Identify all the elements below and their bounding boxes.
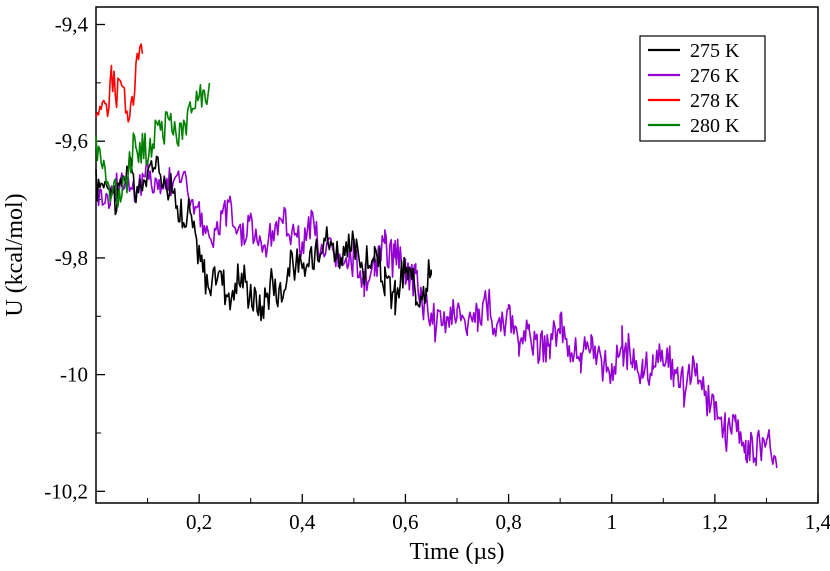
x-tick-label: 1,4 [805,510,830,534]
legend: 275 K 276 K 278 K 280 K [639,35,766,142]
legend-label: 276 K [690,65,740,87]
legend-box [639,35,766,142]
x-tick-label: 0,4 [289,510,316,534]
x-tick-label: 0,2 [186,510,212,534]
y-axis-title: U (kcal/mol) [2,193,28,316]
x-axis-ticks: 0,2 0,4 0,6 0,8 1 1,2 1,4 [147,494,830,534]
legend-label: 278 K [690,90,740,112]
y-tick-label: -10 [60,363,88,387]
legend-label: 275 K [690,40,740,62]
y-tick-label: -9,8 [55,246,88,270]
y-tick-label: -9,4 [55,13,89,37]
legend-label: 280 K [690,115,740,137]
x-tick-label: 1,2 [702,510,728,534]
series-line-276-k [95,159,778,468]
x-tick-label: 0,6 [392,510,418,534]
y-tick-label: -10,2 [44,479,88,503]
y-axis-ticks: -9,4 -9,6 -9,8 -10 -10,2 [44,13,105,503]
series-layer [95,43,778,468]
x-tick-label: 0,8 [495,510,521,534]
x-tick-label: 1 [606,510,617,534]
series-line-280-k [95,82,211,208]
y-tick-label: -9,6 [55,129,88,153]
series-line-278-k [95,43,144,123]
series-line-275-k [95,154,433,322]
x-axis-title: Time (µs) [410,539,505,565]
